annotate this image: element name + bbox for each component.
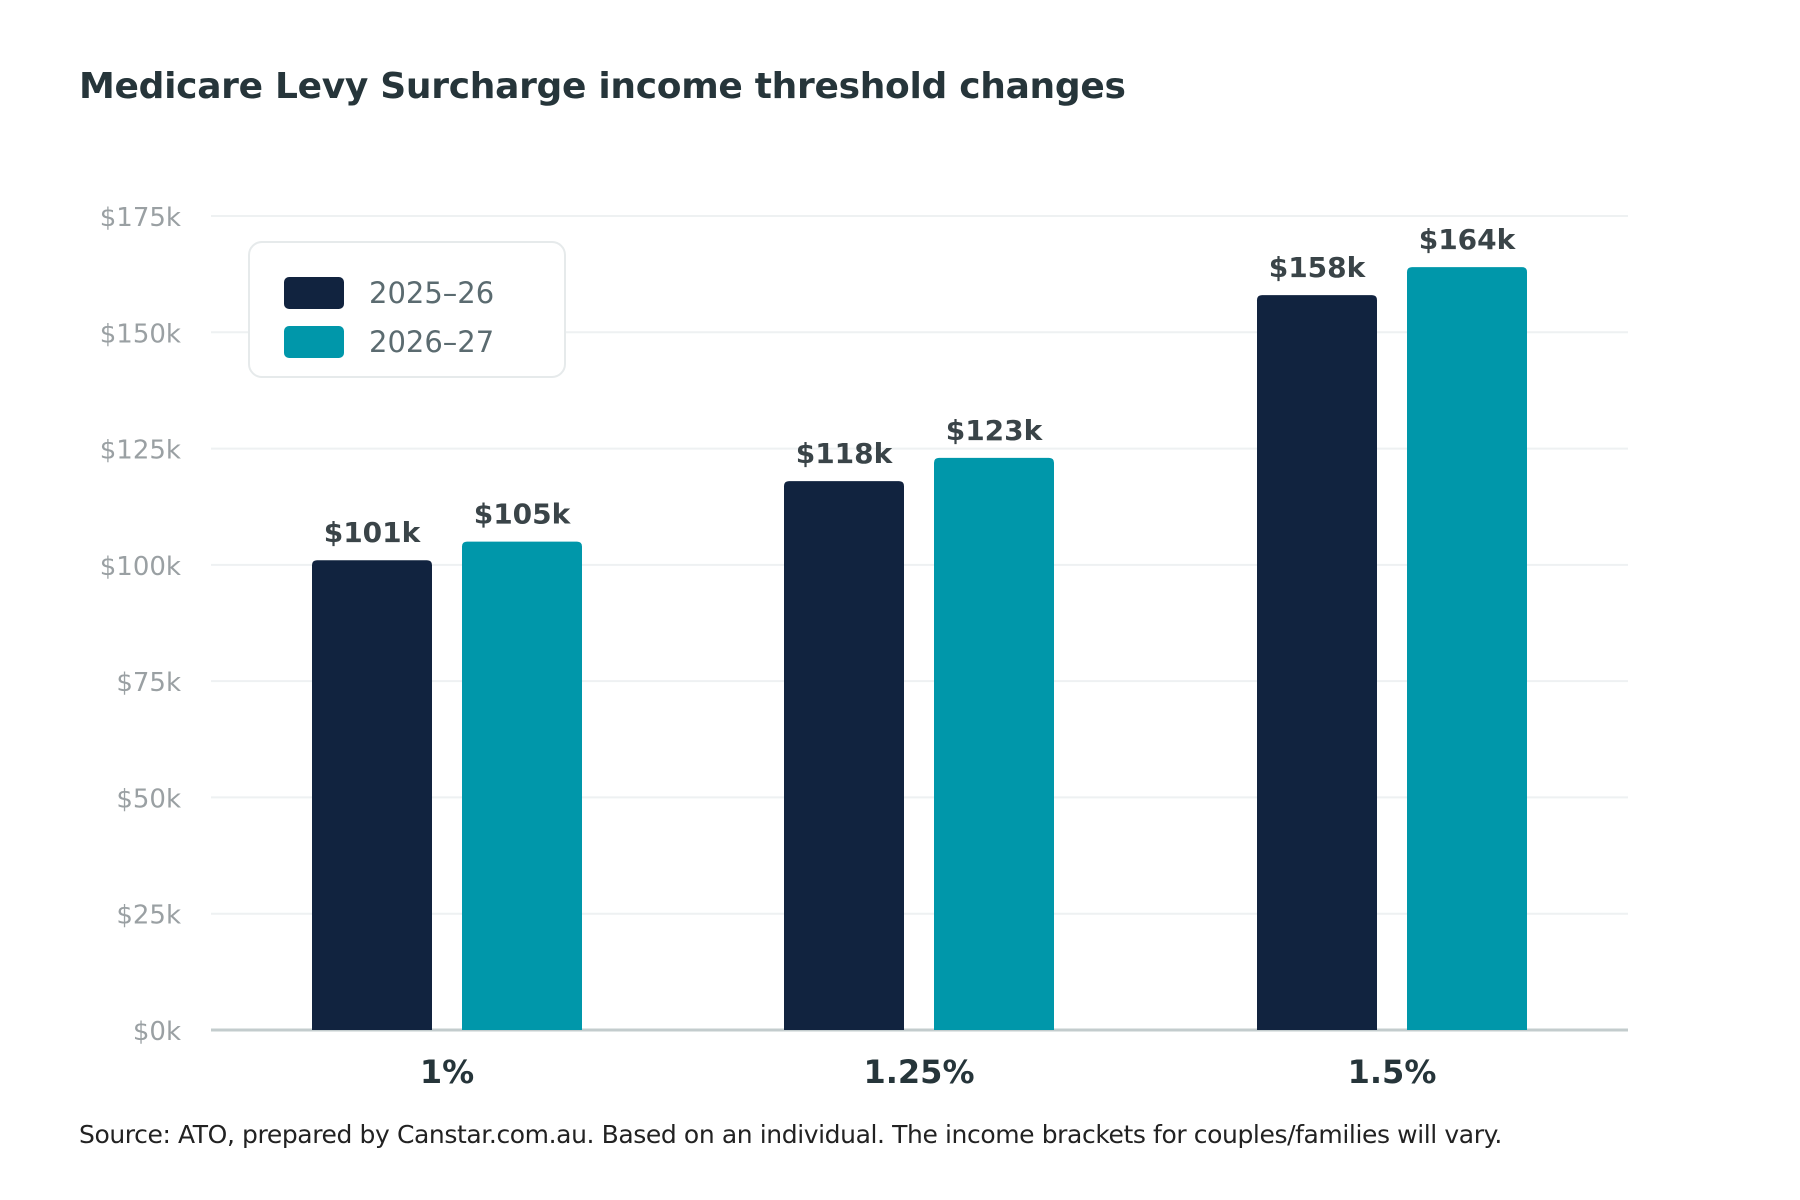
- chart-title: Medicare Levy Surcharge income threshold…: [79, 66, 1126, 107]
- source-note: Source: ATO, prepared by Canstar.com.au.…: [79, 1120, 1502, 1149]
- gridlines: [211, 215, 1628, 1032]
- data-label: $123k: [946, 414, 1044, 447]
- x-axis-categories: 1% 1.25% 1.5%: [420, 1053, 1437, 1091]
- x-category-label: 1%: [420, 1053, 474, 1091]
- y-tick-label: $0k: [133, 1017, 181, 1047]
- bar: [462, 541, 582, 1030]
- data-label: $118k: [796, 437, 894, 470]
- bar: [1257, 295, 1377, 1030]
- bar: [312, 560, 432, 1030]
- data-labels: $101k $105k $118k $123k $158k $164k: [324, 223, 1517, 549]
- data-label: $158k: [1269, 251, 1367, 284]
- y-tick-label: $25k: [116, 901, 181, 931]
- bar: [1407, 267, 1527, 1030]
- bar: [934, 457, 1054, 1031]
- data-label: $101k: [324, 516, 422, 549]
- x-category-label: 1.5%: [1348, 1053, 1437, 1091]
- y-axis-ticks: $0k $25k $50k $75k $100k $125k $150k $175k: [100, 203, 181, 1047]
- y-tick-label: $75k: [116, 668, 181, 698]
- legend: 2025–26 2026–27: [248, 241, 566, 378]
- y-tick-label: $50k: [116, 784, 181, 814]
- legend-swatch-2026-27: [284, 326, 344, 358]
- bars: [312, 267, 1527, 1031]
- data-label: $105k: [474, 498, 572, 531]
- legend-swatch-2025-26: [284, 277, 344, 309]
- x-category-label: 1.25%: [863, 1053, 974, 1091]
- y-tick-label: $150k: [100, 319, 181, 349]
- y-tick-label: $125k: [100, 436, 181, 466]
- data-label: $164k: [1419, 223, 1517, 256]
- legend-label-2025-26: 2025–26: [369, 276, 495, 310]
- y-tick-label: $175k: [100, 203, 181, 233]
- legend-label-2026-27: 2026–27: [369, 325, 495, 359]
- bar: [784, 481, 904, 1030]
- y-tick-label: $100k: [100, 552, 181, 582]
- legend-item-2025-26: 2025–26: [284, 276, 494, 310]
- legend-item-2026-27: 2026–27: [284, 325, 494, 359]
